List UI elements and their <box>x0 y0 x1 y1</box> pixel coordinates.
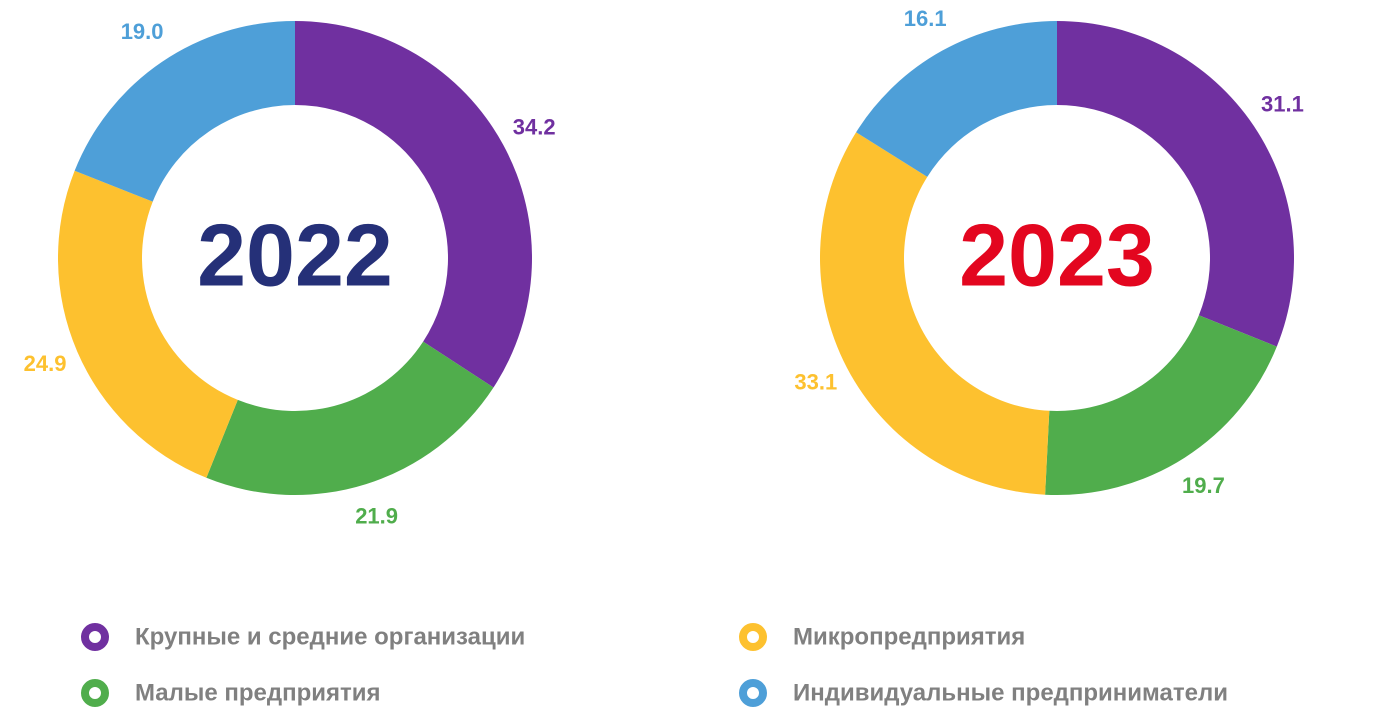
value-label: 24.9 <box>24 351 67 376</box>
value-label: 34.2 <box>513 114 556 139</box>
legend-marker <box>739 679 767 707</box>
donut-segment <box>74 21 295 202</box>
value-label: 19.7 <box>1182 473 1225 498</box>
value-label: 19.0 <box>121 19 164 44</box>
legend-label: Малые предприятия <box>135 679 381 706</box>
donut-segment <box>856 21 1057 177</box>
donut-segment <box>295 21 532 388</box>
value-label: 16.1 <box>904 6 947 31</box>
donut-segment <box>820 132 1050 495</box>
center-year: 2022 <box>197 205 393 304</box>
legend-label: Крупные и средние организации <box>135 623 525 650</box>
value-label: 21.9 <box>355 503 398 528</box>
legend-marker <box>81 679 109 707</box>
center-year: 2023 <box>959 205 1155 304</box>
donut-segment <box>206 341 494 495</box>
legend-label: Индивидуальные предприниматели <box>793 679 1228 706</box>
donut-segment <box>1045 315 1277 495</box>
value-label: 31.1 <box>1261 92 1304 117</box>
legend-marker <box>739 623 767 651</box>
legend-marker <box>81 623 109 651</box>
legend-label: Микропредприятия <box>793 623 1025 650</box>
donut-segment <box>1057 21 1294 347</box>
value-label: 33.1 <box>794 370 837 395</box>
donut-segment <box>57 170 238 478</box>
